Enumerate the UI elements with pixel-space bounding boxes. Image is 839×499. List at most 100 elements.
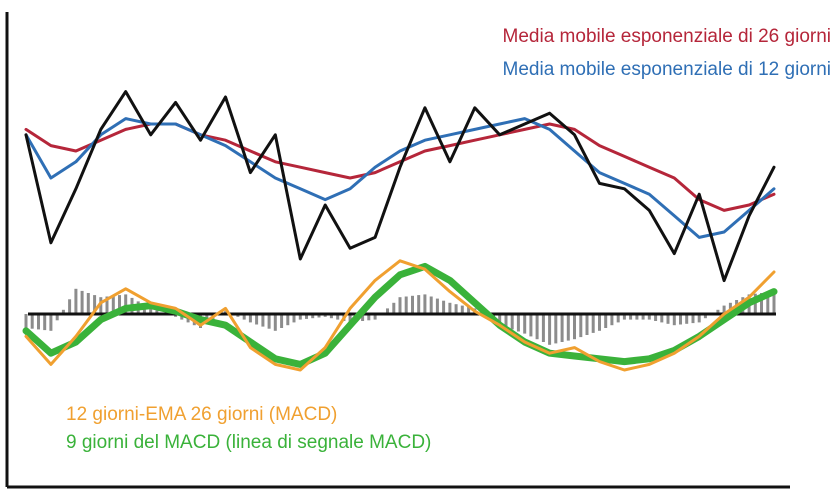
histogram-bar (766, 292, 770, 314)
signal-line (22, 262, 778, 368)
histogram-bar (504, 314, 508, 328)
histogram-bar (99, 297, 103, 314)
histogram-bar (448, 302, 452, 314)
histogram-bar (336, 314, 340, 320)
histogram-bar (647, 314, 651, 320)
histogram-bar (329, 314, 333, 319)
histogram-bar (118, 295, 121, 314)
histogram-bar (242, 314, 246, 320)
histogram-bar (548, 314, 552, 345)
histogram-bar (93, 295, 97, 314)
histogram-bar (666, 314, 670, 324)
histogram-bar (74, 288, 78, 314)
histogram-bar (361, 314, 365, 321)
histogram-bar (535, 314, 539, 340)
histogram-bar (68, 299, 72, 314)
histogram-bar (417, 295, 421, 314)
histogram-bar (598, 314, 601, 331)
histogram-bar (691, 314, 695, 324)
histogram-bar (541, 314, 545, 342)
histogram-bar (591, 314, 595, 333)
series-lines (22, 90, 778, 372)
histogram-bar (348, 314, 352, 323)
histogram-bar (429, 296, 433, 314)
histogram-bar (37, 314, 40, 330)
histogram-bar (622, 314, 626, 320)
histogram-bar (554, 314, 558, 344)
histogram-bar (105, 296, 109, 314)
histogram-bar (772, 291, 776, 314)
histogram-bar (43, 314, 47, 331)
ema12-line (24, 117, 776, 239)
histogram-bar (703, 314, 707, 319)
histogram-bar (286, 314, 290, 326)
histogram-bar (111, 295, 115, 314)
histogram-bar (155, 310, 159, 314)
histogram-bar (635, 314, 639, 320)
histogram-bar (529, 314, 533, 337)
histogram-bar (722, 305, 726, 314)
histogram-bar (616, 314, 620, 323)
histogram-bar (55, 314, 59, 321)
histogram-bar (610, 314, 614, 326)
histogram-bar (86, 293, 90, 314)
histogram-bar (61, 309, 65, 314)
histogram-bar (80, 290, 84, 314)
histogram-bar (585, 314, 589, 335)
macd-line (24, 259, 776, 372)
histogram-bar (510, 314, 514, 330)
histogram-bar (373, 314, 377, 320)
histogram-bar (255, 314, 259, 325)
histogram-bar (454, 304, 458, 314)
histogram-bar (273, 314, 277, 331)
legend-ema12: Media mobile esponenziale di 12 giorni (502, 59, 831, 80)
histogram-bar (467, 307, 471, 314)
histogram-bar (716, 309, 720, 314)
histogram-bar (261, 314, 265, 327)
histogram-bar (753, 293, 757, 314)
histogram-bar (460, 305, 464, 314)
histogram-bar (641, 314, 645, 320)
histogram-bar (386, 308, 389, 314)
histogram-bar (560, 314, 564, 342)
histogram-bar (317, 314, 321, 318)
histogram-bar (404, 296, 408, 314)
histogram-bar (411, 295, 414, 314)
histogram-bar (660, 314, 664, 323)
price-line (24, 90, 776, 283)
legend-macd: 12 giorni-EMA 26 giorni (MACD) (66, 404, 338, 425)
histogram-bar (760, 293, 763, 314)
histogram-bar (305, 314, 308, 319)
histogram-bar (298, 314, 302, 320)
histogram-bar (654, 314, 658, 321)
histogram-bars (24, 288, 776, 345)
histogram-bar (367, 314, 371, 321)
histogram-bar (498, 314, 502, 326)
histogram-bar (30, 314, 34, 329)
histogram-bar (516, 314, 520, 332)
histogram-bar (566, 314, 570, 341)
histogram-bar (685, 314, 689, 324)
histogram-bar (423, 294, 427, 314)
histogram-bar (579, 314, 583, 338)
histogram-bar (435, 298, 439, 314)
histogram-bar (679, 314, 682, 325)
legend-ema26: Media mobile esponenziale di 26 giorni (502, 26, 831, 47)
histogram-bar (248, 314, 252, 323)
histogram-bar (149, 308, 153, 314)
histogram-bar (573, 314, 576, 340)
legend-signal-line: 9 giorni del MACD (linea di segnale MACD… (66, 432, 432, 453)
histogram-bar (523, 314, 527, 334)
histogram-bar (292, 314, 296, 323)
histogram-bar (392, 302, 396, 314)
histogram-bar (267, 314, 271, 329)
histogram-bar (697, 314, 701, 323)
histogram-bar (629, 314, 633, 320)
histogram-bar (24, 314, 28, 328)
histogram-bar (311, 314, 315, 319)
histogram-bar (442, 300, 446, 314)
histogram-bar (672, 314, 676, 326)
histogram-bar (398, 297, 402, 314)
histogram-bar (124, 294, 128, 314)
